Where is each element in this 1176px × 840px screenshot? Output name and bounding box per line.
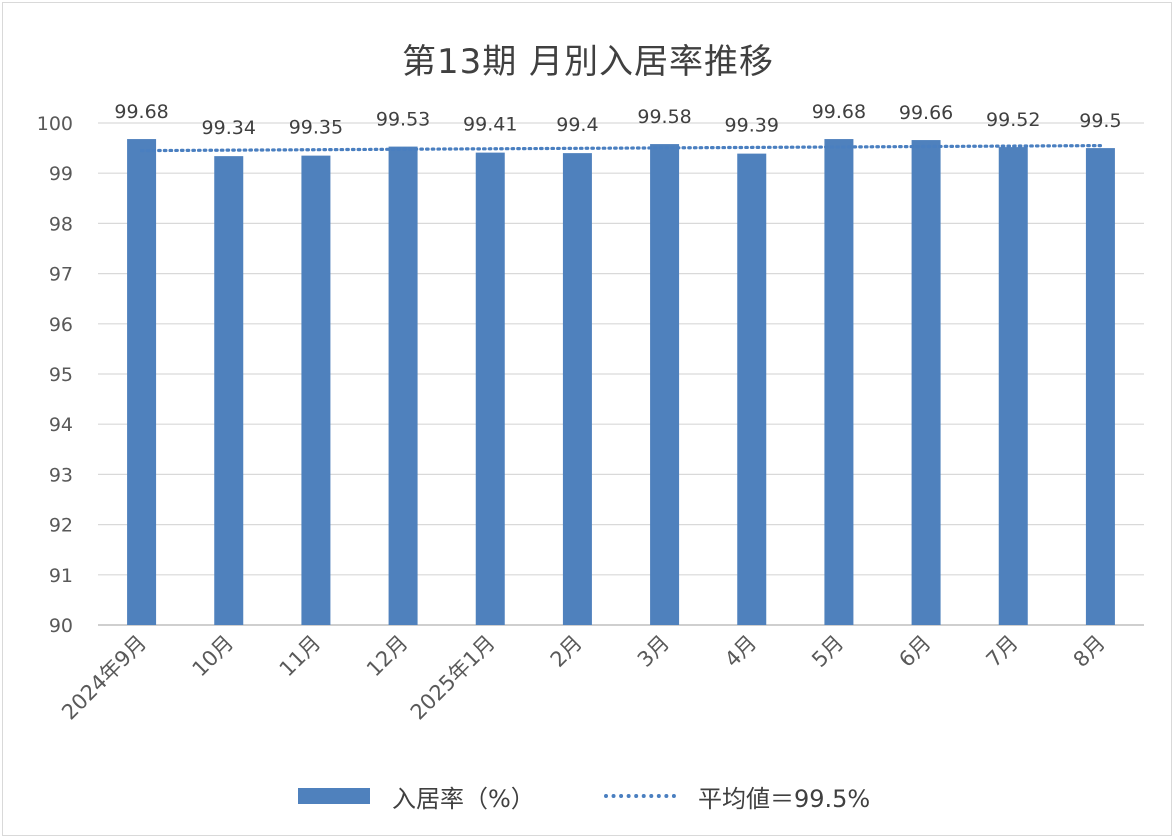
bar [737, 153, 767, 625]
x-tick-label: 2月 [546, 631, 587, 672]
x-tick-label: 11月 [275, 631, 326, 682]
legend-item-occupancy: 入居率（%） [298, 776, 535, 816]
legend-item-average: 平均値＝99.5% [604, 776, 870, 816]
x-tick-label: 12月 [362, 631, 413, 682]
x-tick-label: 3月 [633, 631, 674, 672]
bar [301, 155, 331, 625]
legend-label-average: 平均値＝99.5% [698, 784, 871, 813]
data-label: 99.66 [899, 102, 953, 124]
y-tick-labels: 90 91 92 93 94 95 96 97 98 99 100 [37, 113, 73, 637]
x-tick-label: 4月 [720, 631, 761, 672]
bar [475, 152, 505, 626]
legend-bar-swatch [298, 788, 370, 804]
chart-title: 第13期 月別入居率推移 [401, 42, 775, 82]
data-label: 99.41 [463, 114, 517, 136]
data-label: 99.34 [202, 117, 256, 139]
x-tick-label: 8月 [1069, 631, 1110, 672]
y-tick-label: 95 [49, 364, 73, 386]
x-tick-label: 2024年9月 [57, 631, 151, 725]
data-label: 99.35 [289, 117, 343, 139]
gridlines [98, 122, 1144, 626]
x-tick-label: 10月 [188, 631, 239, 682]
x-tick-label: 5月 [807, 631, 848, 672]
bar-series [127, 139, 1115, 626]
y-tick-label: 91 [49, 565, 73, 587]
bar [388, 146, 418, 625]
data-label: 99.5 [1079, 110, 1121, 132]
data-label: 99.39 [725, 115, 779, 137]
bar [127, 139, 157, 625]
bar [1085, 148, 1115, 625]
x-tick-label: 7月 [982, 631, 1023, 672]
bar [824, 139, 854, 625]
y-tick-label: 96 [49, 314, 73, 336]
bar [214, 156, 244, 625]
x-tick-label: 6月 [894, 631, 935, 672]
data-label: 99.4 [556, 114, 598, 136]
y-tick-label: 98 [49, 213, 73, 235]
bar [998, 147, 1028, 625]
average-line [139, 143, 1103, 153]
legend: 入居率（%） 平均値＝99.5% [0, 776, 1176, 816]
data-label: 99.58 [637, 106, 691, 128]
y-tick-label: 97 [49, 264, 73, 286]
legend-label-occupancy: 入居率（%） [392, 784, 535, 813]
bar [562, 153, 592, 625]
y-tick-label: 100 [37, 113, 73, 135]
y-tick-label: 92 [49, 515, 73, 537]
data-label: 99.68 [114, 101, 168, 123]
y-tick-label: 93 [49, 464, 73, 486]
average-line-series [139, 143, 1103, 153]
y-tick-label: 90 [49, 615, 73, 637]
bar [650, 144, 680, 626]
bar [911, 140, 941, 625]
data-label: 99.53 [376, 109, 430, 131]
legend-dotted-swatch [604, 794, 676, 798]
x-tick-label: 2025年1月 [406, 631, 500, 725]
data-labels: 99.68 99.34 99.35 99.53 99.41 99.4 99.58 99.39 9… [114, 101, 1121, 139]
y-tick-label: 94 [49, 414, 73, 436]
data-label: 99.52 [986, 109, 1040, 131]
data-label: 99.68 [812, 101, 866, 123]
y-tick-label: 99 [49, 163, 73, 185]
